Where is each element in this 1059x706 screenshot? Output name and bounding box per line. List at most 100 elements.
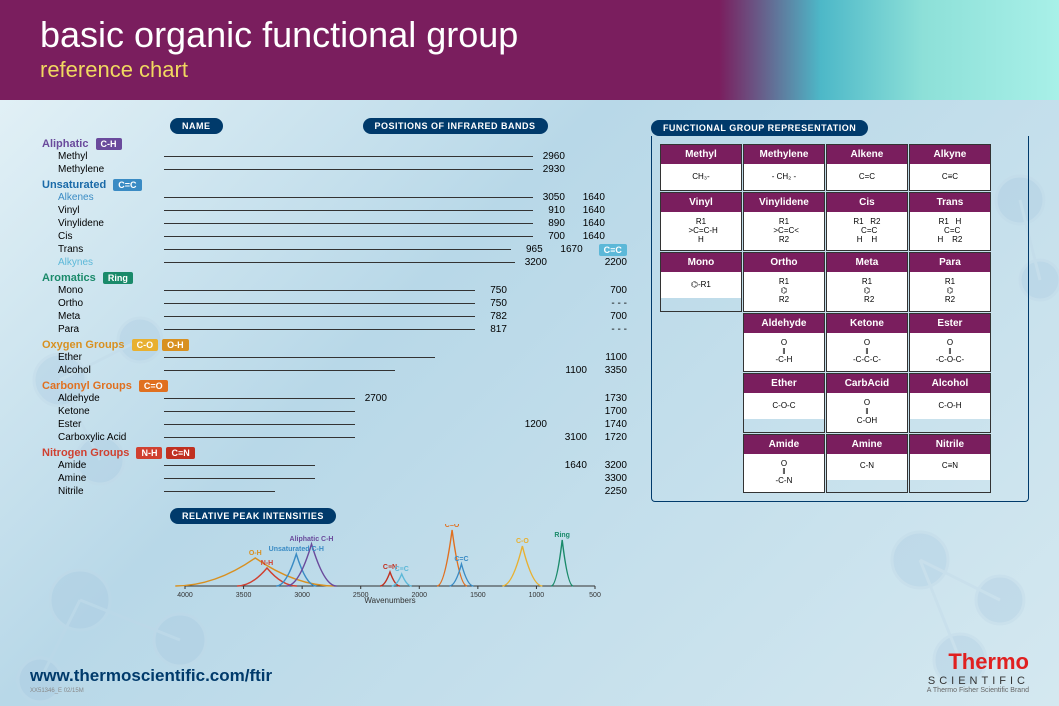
fg-cell-body: R1 ⌬ R2: [910, 272, 990, 310]
positions-label: Positions Of Infrared Bands: [363, 118, 548, 134]
fg-cell-header: Alkene: [827, 145, 907, 164]
band-row: Alcohol11003350: [30, 364, 627, 377]
svg-text:C-O: C-O: [516, 538, 529, 545]
fg-cell-body: ⌬-R1: [661, 272, 741, 298]
svg-text:C=O: C=O: [445, 524, 460, 529]
representation-label: Functional Group Representation: [651, 120, 868, 136]
fg-cell: Mono⌬-R1: [660, 252, 742, 311]
fg-cell: CarbAcidO ‖ C-OH: [826, 373, 908, 432]
fg-cell-header: Cis: [827, 193, 907, 212]
band-row: Alkynes32002200: [30, 256, 627, 269]
band-row: Ortho750- - -: [30, 297, 627, 310]
bond-badge: C=O: [139, 380, 168, 392]
svg-text:Wavenumbers: Wavenumbers: [364, 596, 415, 604]
bond-badge: C-H: [96, 138, 122, 150]
band-row: Para817- - -: [30, 323, 627, 336]
fg-cell-header: Amine: [827, 435, 907, 454]
fg-cell-body: R1 ⌬ R2: [827, 272, 907, 310]
fg-cell: AmideO ‖ -C-N: [743, 434, 825, 493]
bond-badge: C=C: [113, 179, 141, 191]
fg-cell-body: C=C: [827, 164, 907, 190]
ir-band-table: Aliphatic C-HMethyl2960Methylene2930Unsa…: [30, 138, 627, 498]
svg-text:4000: 4000: [177, 592, 193, 599]
fg-cell-header: Mono: [661, 253, 741, 272]
band-row: Aldehyde27001730: [30, 392, 627, 405]
functional-group-grid: MethylCH₃-Methylene- CH₂ -AlkeneC=CAlkyn…: [660, 144, 1020, 493]
svg-text:Unsaturated C-H: Unsaturated C-H: [269, 546, 324, 553]
fg-cell-header: Methylene: [744, 145, 824, 164]
fg-cell-header: Ortho: [744, 253, 824, 272]
band-row: Meta782700: [30, 310, 627, 323]
bond-badge: Ring: [103, 272, 133, 284]
bond-badge: O-H: [162, 339, 189, 351]
fg-cell-header: Alkyne: [910, 145, 990, 164]
svg-text:Ring: Ring: [554, 532, 570, 539]
fg-cell-body: R1 ⌬ R2: [744, 272, 824, 310]
svg-text:O-H: O-H: [249, 550, 262, 557]
fg-cell-body: O ‖ C-OH: [827, 393, 907, 431]
group-header: Nitrogen Groups N-HC≡N: [30, 447, 627, 459]
fg-cell: AmineC-N: [826, 434, 908, 493]
svg-text:1500: 1500: [470, 592, 486, 599]
fg-cell: VinylideneR1 >C=C< R2: [743, 192, 825, 251]
page-subtitle: reference chart: [40, 57, 518, 83]
band-row: Methyl2960: [30, 150, 627, 163]
header-banner: basic organic functional group reference…: [0, 0, 1059, 100]
svg-text:3500: 3500: [236, 592, 252, 599]
spectrum-chart: O-HN-HUnsaturated C-HAliphatic C-HC≡NC≡C…: [170, 524, 627, 604]
band-row: Ester12001740: [30, 418, 627, 431]
fg-cell: MethylCH₃-: [660, 144, 742, 191]
band-row: Cis7001640: [30, 230, 627, 243]
band-row: Alkenes30501640: [30, 191, 627, 204]
fg-cell-body: O ‖ -C-O-C-: [910, 333, 990, 371]
bond-badge: C-O: [132, 339, 159, 351]
svg-text:1000: 1000: [529, 592, 545, 599]
group-header: Aliphatic C-H: [30, 138, 627, 150]
fg-cell-body: O ‖ -C-C-C-: [827, 333, 907, 371]
band-row: Ketone1700: [30, 405, 627, 418]
brand-logo: Thermo SCIENTIFIC A Thermo Fisher Scient…: [927, 649, 1029, 694]
fg-cell-header: Nitrile: [910, 435, 990, 454]
header-graphic: [719, 0, 1059, 100]
doc-code: XX51346_E 02/15M: [30, 688, 272, 694]
footer-url: www.thermoscientific.com/ftir: [30, 666, 272, 686]
fg-cell: AlcoholC-O-H: [909, 373, 991, 432]
fg-cell: TransR1 H C=C H R2: [909, 192, 991, 251]
fg-cell-header: Aldehyde: [744, 314, 824, 333]
fg-cell: Methylene- CH₂ -: [743, 144, 825, 191]
fg-cell-header: CarbAcid: [827, 374, 907, 393]
band-row: Carboxylic Acid31001720: [30, 431, 627, 444]
fg-cell-header: Vinyl: [661, 193, 741, 212]
group-header: Oxygen Groups C-OO-H: [30, 339, 627, 351]
intensities-label: Relative Peak Intensities: [170, 508, 336, 524]
fg-cell: EtherC-O-C: [743, 373, 825, 432]
fg-cell-body: O ‖ -C-H: [744, 333, 824, 371]
group-header: Unsaturated C=C: [30, 179, 627, 191]
band-row: Amine3300: [30, 472, 627, 485]
svg-text:C≡C: C≡C: [395, 566, 409, 573]
svg-text:N-H: N-H: [261, 560, 273, 567]
band-row: Vinyl9101640: [30, 204, 627, 217]
name-label: Name: [170, 118, 223, 134]
fg-cell-body: R1 >C=C< R2: [744, 212, 824, 250]
band-row: Nitrile2250: [30, 485, 627, 498]
fg-cell: ParaR1 ⌬ R2: [909, 252, 991, 311]
fg-cell: CisR1 R2 C=C H H: [826, 192, 908, 251]
svg-text:500: 500: [589, 592, 601, 599]
fg-cell-body: R1 H C=C H R2: [910, 212, 990, 250]
bond-badge: C≡C: [599, 244, 627, 256]
svg-text:Aliphatic C-H: Aliphatic C-H: [290, 536, 334, 543]
fg-cell-header: Ether: [744, 374, 824, 393]
fg-cell-body: R1 >C=C-H H: [661, 212, 741, 250]
band-row: Amide16403200: [30, 459, 627, 472]
fg-cell-header: Methyl: [661, 145, 741, 164]
fg-cell-header: Vinylidene: [744, 193, 824, 212]
fg-cell: VinylR1 >C=C-H H: [660, 192, 742, 251]
fg-cell: AlkeneC=C: [826, 144, 908, 191]
fg-cell-header: Meta: [827, 253, 907, 272]
fg-cell-header: Trans: [910, 193, 990, 212]
fg-cell-body: C≡C: [910, 164, 990, 190]
band-row: Trans9651670C≡C: [30, 243, 627, 256]
fg-cell-header: Alcohol: [910, 374, 990, 393]
bond-badge: C≡N: [166, 447, 194, 459]
